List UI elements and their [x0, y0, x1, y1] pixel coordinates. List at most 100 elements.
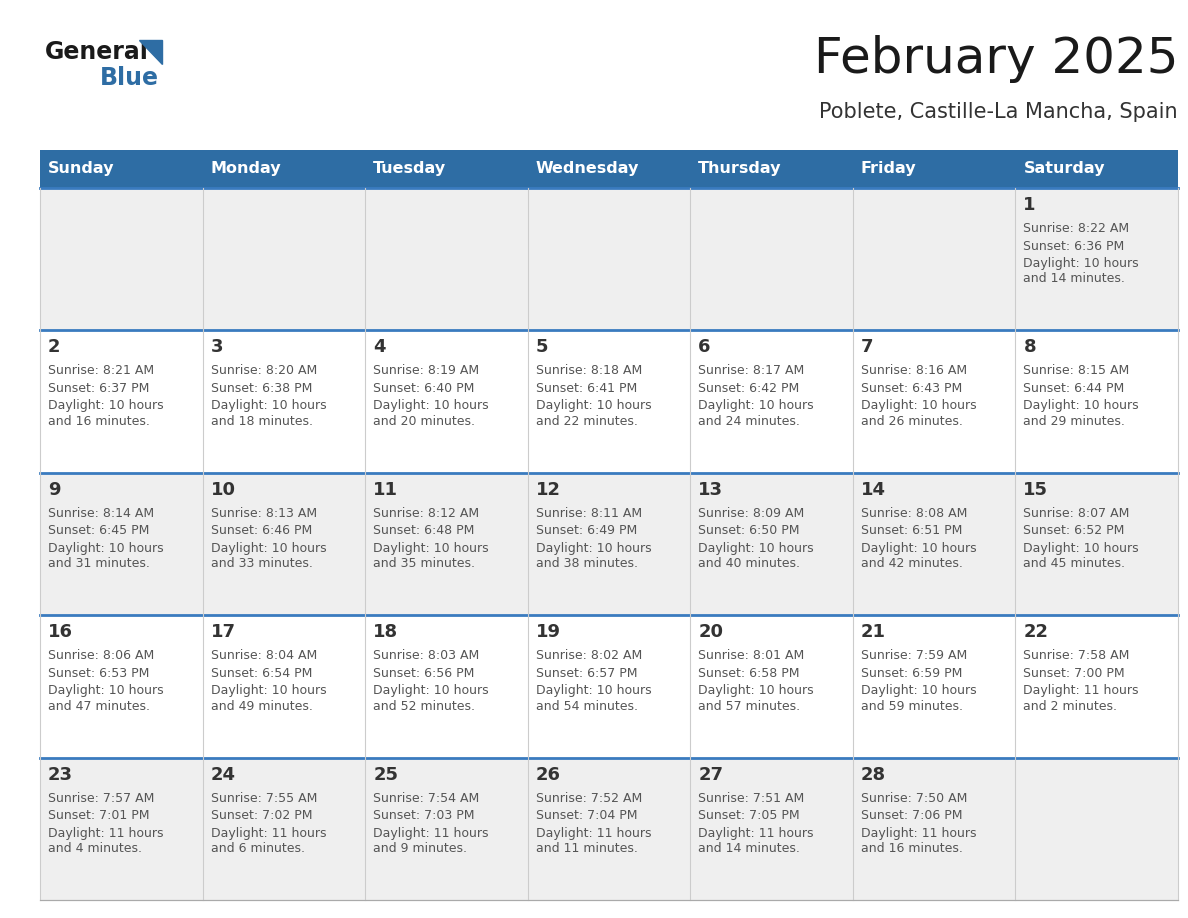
Text: Daylight: 10 hours
and 42 minutes.: Daylight: 10 hours and 42 minutes.	[861, 542, 977, 570]
Text: 5: 5	[536, 339, 548, 356]
Text: Sunset: 6:41 PM: Sunset: 6:41 PM	[536, 382, 637, 395]
Text: Daylight: 11 hours
and 11 minutes.: Daylight: 11 hours and 11 minutes.	[536, 826, 651, 855]
Text: Sunset: 7:04 PM: Sunset: 7:04 PM	[536, 809, 637, 823]
Bar	[203, 473, 365, 615]
Bar	[203, 330, 365, 473]
Text: Daylight: 10 hours
and 24 minutes.: Daylight: 10 hours and 24 minutes.	[699, 399, 814, 428]
Text: Sunset: 6:53 PM: Sunset: 6:53 PM	[48, 666, 150, 679]
Bar	[690, 188, 853, 330]
Bar	[527, 188, 690, 330]
Text: Sunrise: 8:13 AM: Sunrise: 8:13 AM	[210, 507, 317, 520]
Text: Sunset: 6:37 PM: Sunset: 6:37 PM	[48, 382, 150, 395]
Bar	[365, 188, 527, 330]
Text: Sunrise: 8:04 AM: Sunrise: 8:04 AM	[210, 649, 317, 662]
Text: Tuesday: Tuesday	[373, 162, 447, 176]
Text: Sunrise: 8:18 AM: Sunrise: 8:18 AM	[536, 364, 642, 377]
Text: Sunrise: 7:50 AM: Sunrise: 7:50 AM	[861, 791, 967, 804]
Text: Sunset: 6:57 PM: Sunset: 6:57 PM	[536, 666, 637, 679]
Text: Sunday: Sunday	[48, 162, 114, 176]
Text: Sunset: 6:51 PM: Sunset: 6:51 PM	[861, 524, 962, 537]
Text: Sunset: 7:02 PM: Sunset: 7:02 PM	[210, 809, 312, 823]
Text: Poblete, Castille-La Mancha, Spain: Poblete, Castille-La Mancha, Spain	[820, 102, 1178, 122]
Bar	[690, 473, 853, 615]
Bar	[853, 188, 1016, 330]
Text: Daylight: 10 hours
and 14 minutes.: Daylight: 10 hours and 14 minutes.	[1023, 257, 1139, 285]
Bar	[853, 473, 1016, 615]
Text: February 2025: February 2025	[814, 35, 1178, 83]
Text: 1: 1	[1023, 196, 1036, 214]
Text: Sunrise: 8:02 AM: Sunrise: 8:02 AM	[536, 649, 642, 662]
Text: Sunrise: 8:16 AM: Sunrise: 8:16 AM	[861, 364, 967, 377]
Bar	[203, 615, 365, 757]
Text: 23: 23	[48, 766, 72, 784]
Bar	[527, 757, 690, 900]
Text: Daylight: 10 hours
and 33 minutes.: Daylight: 10 hours and 33 minutes.	[210, 542, 327, 570]
Bar	[527, 330, 690, 473]
Text: 24: 24	[210, 766, 235, 784]
Text: 6: 6	[699, 339, 710, 356]
Text: Sunset: 6:54 PM: Sunset: 6:54 PM	[210, 666, 312, 679]
Text: Daylight: 10 hours
and 16 minutes.: Daylight: 10 hours and 16 minutes.	[48, 399, 164, 428]
Text: Sunrise: 8:06 AM: Sunrise: 8:06 AM	[48, 649, 154, 662]
Text: 4: 4	[373, 339, 386, 356]
Text: Sunrise: 7:55 AM: Sunrise: 7:55 AM	[210, 791, 317, 804]
Text: 11: 11	[373, 481, 398, 498]
Bar	[527, 473, 690, 615]
Text: Daylight: 11 hours
and 16 minutes.: Daylight: 11 hours and 16 minutes.	[861, 826, 977, 855]
Text: 16: 16	[48, 623, 72, 641]
Bar	[853, 757, 1016, 900]
Text: 19: 19	[536, 623, 561, 641]
Text: 3: 3	[210, 339, 223, 356]
Text: Sunrise: 8:22 AM: Sunrise: 8:22 AM	[1023, 222, 1130, 235]
Text: Daylight: 11 hours
and 6 minutes.: Daylight: 11 hours and 6 minutes.	[210, 826, 326, 855]
Text: Daylight: 10 hours
and 26 minutes.: Daylight: 10 hours and 26 minutes.	[861, 399, 977, 428]
Text: Daylight: 10 hours
and 59 minutes.: Daylight: 10 hours and 59 minutes.	[861, 684, 977, 712]
Text: Sunset: 6:43 PM: Sunset: 6:43 PM	[861, 382, 962, 395]
Text: Sunset: 7:01 PM: Sunset: 7:01 PM	[48, 809, 150, 823]
Bar	[365, 330, 527, 473]
Text: Sunset: 6:49 PM: Sunset: 6:49 PM	[536, 524, 637, 537]
Text: 9: 9	[48, 481, 61, 498]
Text: Sunset: 6:58 PM: Sunset: 6:58 PM	[699, 666, 800, 679]
Text: Daylight: 10 hours
and 57 minutes.: Daylight: 10 hours and 57 minutes.	[699, 684, 814, 712]
Text: Sunrise: 8:17 AM: Sunrise: 8:17 AM	[699, 364, 804, 377]
Text: Sunrise: 8:09 AM: Sunrise: 8:09 AM	[699, 507, 804, 520]
Text: Saturday: Saturday	[1023, 162, 1105, 176]
Bar	[40, 188, 203, 330]
Text: Daylight: 10 hours
and 38 minutes.: Daylight: 10 hours and 38 minutes.	[536, 542, 651, 570]
Text: Daylight: 11 hours
and 2 minutes.: Daylight: 11 hours and 2 minutes.	[1023, 684, 1139, 712]
Bar	[853, 615, 1016, 757]
Text: 13: 13	[699, 481, 723, 498]
Bar	[853, 330, 1016, 473]
Text: 28: 28	[861, 766, 886, 784]
Text: Daylight: 10 hours
and 18 minutes.: Daylight: 10 hours and 18 minutes.	[210, 399, 327, 428]
Text: Sunrise: 7:54 AM: Sunrise: 7:54 AM	[373, 791, 480, 804]
Text: Sunset: 6:50 PM: Sunset: 6:50 PM	[699, 524, 800, 537]
Text: Sunset: 6:44 PM: Sunset: 6:44 PM	[1023, 382, 1125, 395]
Bar	[527, 615, 690, 757]
Text: Sunrise: 7:58 AM: Sunrise: 7:58 AM	[1023, 649, 1130, 662]
Text: Daylight: 10 hours
and 40 minutes.: Daylight: 10 hours and 40 minutes.	[699, 542, 814, 570]
Text: Sunset: 6:59 PM: Sunset: 6:59 PM	[861, 666, 962, 679]
Text: 15: 15	[1023, 481, 1049, 498]
Text: 14: 14	[861, 481, 886, 498]
Text: Sunset: 6:46 PM: Sunset: 6:46 PM	[210, 524, 311, 537]
Text: Daylight: 10 hours
and 45 minutes.: Daylight: 10 hours and 45 minutes.	[1023, 542, 1139, 570]
Text: Daylight: 11 hours
and 14 minutes.: Daylight: 11 hours and 14 minutes.	[699, 826, 814, 855]
Text: Daylight: 11 hours
and 9 minutes.: Daylight: 11 hours and 9 minutes.	[373, 826, 488, 855]
Text: Sunset: 6:40 PM: Sunset: 6:40 PM	[373, 382, 474, 395]
Text: Sunset: 6:42 PM: Sunset: 6:42 PM	[699, 382, 800, 395]
Bar	[1016, 188, 1178, 330]
Text: Sunrise: 8:08 AM: Sunrise: 8:08 AM	[861, 507, 967, 520]
Text: Daylight: 10 hours
and 29 minutes.: Daylight: 10 hours and 29 minutes.	[1023, 399, 1139, 428]
Bar	[1016, 757, 1178, 900]
Text: Sunrise: 8:03 AM: Sunrise: 8:03 AM	[373, 649, 480, 662]
Bar	[690, 330, 853, 473]
Bar	[40, 757, 203, 900]
Bar	[1016, 615, 1178, 757]
Text: Sunrise: 7:51 AM: Sunrise: 7:51 AM	[699, 791, 804, 804]
Text: Sunset: 7:05 PM: Sunset: 7:05 PM	[699, 809, 800, 823]
Text: General: General	[45, 40, 148, 64]
Polygon shape	[139, 40, 162, 64]
Text: Sunset: 7:00 PM: Sunset: 7:00 PM	[1023, 666, 1125, 679]
